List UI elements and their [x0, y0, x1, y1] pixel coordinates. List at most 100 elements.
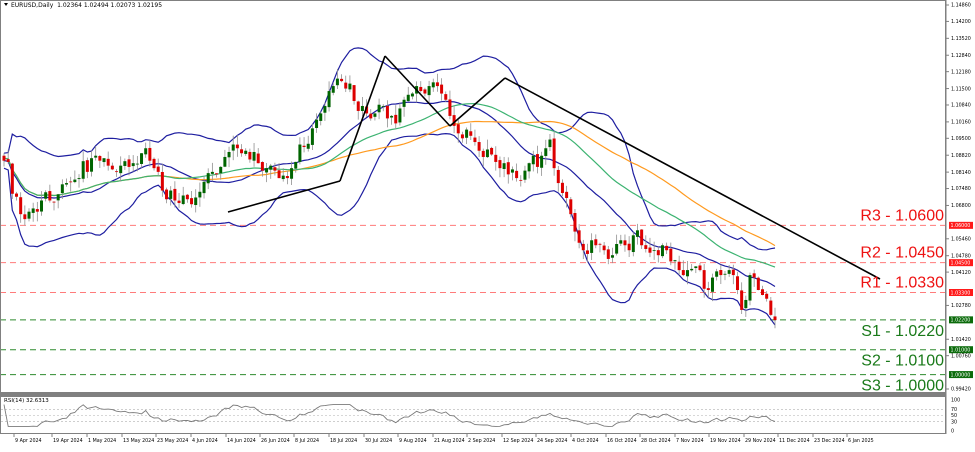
- trendline[interactable]: [384, 55, 451, 127]
- candle: [765, 293, 769, 299]
- candle: [615, 244, 619, 254]
- candle: [352, 85, 356, 101]
- candle: [160, 171, 164, 191]
- trendline[interactable]: [449, 77, 506, 127]
- rsi-indicator: [1, 404, 945, 427]
- candle: [327, 91, 331, 108]
- candle: [690, 268, 694, 271]
- candle: [685, 270, 689, 277]
- price-tick: 1.09500: [951, 136, 971, 142]
- candle: [465, 129, 469, 138]
- pane-separator[interactable]: [0, 393, 946, 396]
- candle: [56, 194, 60, 201]
- ohlc-values: 1.02364 1.02494 1.02073 1.02195: [57, 2, 163, 9]
- date-tick: 18 Jul 2024: [330, 438, 357, 444]
- rsi-tick: 70: [951, 407, 957, 413]
- price-tick: 1.00760: [951, 353, 971, 359]
- price-tick: 0.99420: [951, 387, 971, 393]
- candle: [173, 188, 177, 201]
- candle: [344, 82, 348, 89]
- level-price-tag: [949, 371, 973, 379]
- candle: [369, 113, 373, 119]
- candle: [44, 192, 48, 199]
- candle: [627, 243, 631, 251]
- candle: [269, 165, 273, 170]
- price-tick: 1.08820: [951, 153, 971, 159]
- level-label: R3 - 1.0600: [860, 207, 944, 224]
- candle: [390, 115, 394, 118]
- candle: [510, 169, 514, 173]
- collapse-triangle-icon[interactable]: [4, 3, 8, 6]
- candle: [77, 178, 81, 180]
- trendline[interactable]: [227, 180, 341, 213]
- candle: [531, 155, 535, 165]
- candle: [473, 137, 477, 143]
- candle: [565, 191, 569, 198]
- candle: [319, 113, 323, 121]
- time-axis[interactable]: 9 Apr 2024 19 Apr 2024 1 May 2024 13 May 20…: [13, 434, 874, 444]
- date-tick: 19 Apr 2024: [53, 438, 83, 444]
- date-tick: 6 Jan 2025: [848, 438, 874, 444]
- candle: [602, 245, 606, 251]
- price-axis[interactable]: 1.14860 1.14200 1.13520 1.12840 1.12180 1.115…: [945, 0, 973, 435]
- candle: [490, 147, 494, 155]
- candle: [31, 208, 35, 213]
- price-tick: 1.04120: [951, 270, 971, 276]
- level-price-tag-text: 1.04500: [951, 260, 971, 266]
- price-tick: 1.02780: [951, 303, 971, 309]
- candle: [340, 78, 344, 82]
- rsi-tick: 50: [951, 413, 957, 419]
- candle: [452, 115, 456, 126]
- price-tick: 1.14200: [951, 19, 971, 25]
- candle: [273, 167, 277, 171]
- candle: [498, 160, 502, 169]
- candle: [281, 175, 285, 180]
- candle: [240, 149, 244, 154]
- candle: [127, 159, 131, 167]
- price-tick: 1.12840: [951, 53, 971, 59]
- candle: [552, 138, 556, 169]
- candle: [431, 82, 435, 88]
- candle: [290, 168, 294, 179]
- trendlines: [227, 55, 881, 280]
- trendline[interactable]: [339, 55, 386, 182]
- candle: [744, 299, 748, 309]
- candle: [19, 197, 23, 215]
- price-tick: 1.01420: [951, 337, 971, 343]
- candle: [10, 163, 14, 194]
- level-label: R1 - 1.0330: [860, 275, 944, 292]
- candle: [427, 86, 431, 96]
- trendline[interactable]: [504, 77, 881, 280]
- candle: [719, 270, 723, 276]
- candle: [610, 255, 614, 258]
- candle: [169, 190, 173, 199]
- candle: [410, 93, 414, 97]
- candle: [15, 193, 19, 197]
- candle: [573, 213, 577, 232]
- price-tick: 1.07480: [951, 186, 971, 192]
- candle: [306, 143, 310, 149]
- date-tick: 8 Jul 2024: [295, 438, 319, 444]
- rsi-title: RSI(14) 32.6313: [4, 398, 49, 404]
- candle: [302, 145, 306, 148]
- middle-band: [3, 100, 776, 288]
- candle: [335, 78, 339, 86]
- price-tick: 1.13520: [951, 36, 971, 42]
- candle: [494, 154, 498, 162]
- bollinger-bands: [3, 47, 776, 326]
- upper-band: [3, 47, 776, 251]
- candle: [252, 151, 256, 161]
- candle: [710, 277, 714, 292]
- candle: [106, 158, 110, 166]
- candle: [460, 134, 464, 139]
- level-price-tag: [949, 289, 973, 297]
- candle: [356, 101, 360, 111]
- level-price-tag: [949, 221, 973, 229]
- price-tick: 1.06800: [951, 203, 971, 209]
- candle: [215, 173, 219, 175]
- price-tick: 1.14860: [951, 3, 971, 9]
- candle: [448, 99, 452, 116]
- candle: [323, 105, 327, 113]
